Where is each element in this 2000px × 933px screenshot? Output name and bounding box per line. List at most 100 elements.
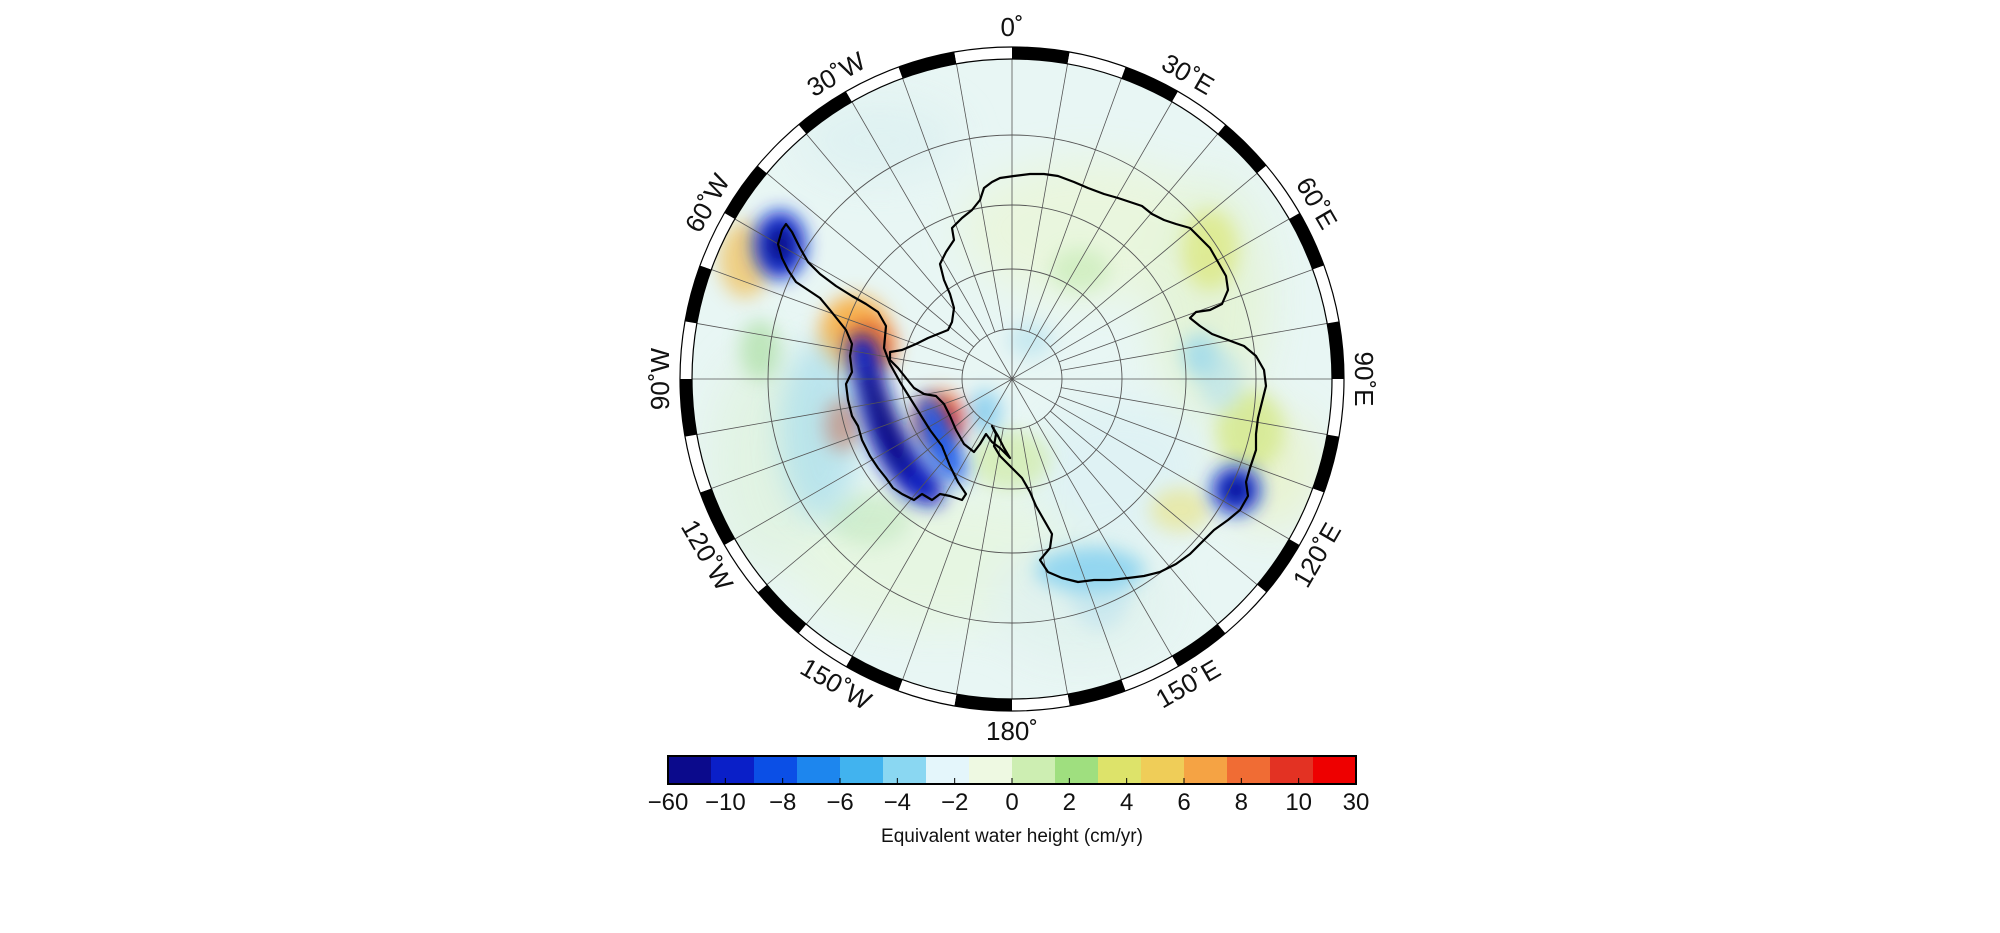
colorbar: −60 −10 −8 −6 −4 −2 0 2 4 6 8 10 30 Equivalent water… bbox=[648, 755, 1370, 847]
frame-tick bbox=[1327, 379, 1344, 437]
meridian-line bbox=[986, 378, 1013, 423]
meridian-line bbox=[1058, 269, 1313, 363]
frame-tick bbox=[898, 52, 957, 79]
meridian-line bbox=[806, 416, 981, 625]
longitude-label: 90˚W bbox=[645, 347, 675, 410]
meridian-line bbox=[1043, 416, 1218, 625]
colorbar-tick-label: 8 bbox=[1235, 789, 1248, 816]
meridian-line bbox=[711, 395, 966, 489]
meridian-line bbox=[1028, 425, 1122, 680]
meridian-line bbox=[1043, 133, 1218, 342]
colorbar-tick-label: −6 bbox=[826, 789, 853, 816]
colorbar-tick-label: −60 bbox=[648, 789, 689, 816]
frame-tick bbox=[724, 539, 767, 593]
meridian-line bbox=[1020, 428, 1068, 695]
colorbar-swatch bbox=[1184, 756, 1228, 784]
latitude-circle bbox=[767, 134, 1257, 624]
meridian-line bbox=[1011, 353, 1056, 380]
meridian-line bbox=[1011, 335, 1038, 380]
frame-tick bbox=[846, 67, 903, 102]
meridian-line bbox=[1061, 387, 1328, 435]
frame-tick bbox=[1257, 165, 1300, 219]
frame-inner-border bbox=[691, 58, 1333, 700]
colorbar-swatch bbox=[1141, 756, 1185, 784]
frame-tick bbox=[700, 488, 735, 545]
frame-tick bbox=[1289, 488, 1324, 545]
colorbar-tick-label: 6 bbox=[1177, 789, 1190, 816]
meridian-line bbox=[956, 428, 1004, 695]
frame-tick bbox=[798, 91, 852, 134]
meridian-line bbox=[902, 78, 996, 333]
colorbar-swatch bbox=[754, 756, 798, 784]
meridian-line bbox=[734, 403, 969, 540]
meridian-line bbox=[806, 133, 981, 342]
colorbar-tick-label: −10 bbox=[705, 789, 746, 816]
frame-tick bbox=[1172, 91, 1226, 134]
antarctica-coastline bbox=[776, 222, 968, 502]
antarctica-coastline-east bbox=[888, 172, 1268, 584]
frame-tick bbox=[954, 694, 1012, 711]
frame-tick bbox=[1121, 656, 1178, 691]
colorbar-tick-labels: −60 −10 −8 −6 −4 −2 0 2 4 6 8 10 30 bbox=[648, 778, 1370, 816]
colorbar-swatch bbox=[1055, 756, 1099, 784]
frame-tick bbox=[1067, 679, 1126, 706]
frame-tick bbox=[757, 124, 807, 174]
meridian-line bbox=[1049, 410, 1258, 585]
colorbar-tick-label: 4 bbox=[1120, 789, 1133, 816]
colorbar-tick-label: −4 bbox=[884, 789, 911, 816]
meridian-line bbox=[968, 378, 1013, 405]
meridian-line bbox=[1020, 63, 1068, 330]
frame-tick bbox=[700, 213, 735, 270]
colorbar-swatch bbox=[1098, 756, 1142, 784]
colorbar-swatch bbox=[926, 756, 970, 784]
frame-tick bbox=[1012, 694, 1070, 711]
frame-tick bbox=[724, 165, 767, 219]
colorbar-swatch bbox=[668, 756, 712, 784]
colorbar-swatch bbox=[840, 756, 884, 784]
frame-tick bbox=[685, 265, 712, 324]
meridian-line bbox=[696, 323, 963, 371]
meridian-line bbox=[1036, 422, 1173, 657]
meridian-line bbox=[1058, 395, 1313, 489]
colorbar-swatch bbox=[969, 756, 1013, 784]
frame-tick bbox=[1312, 265, 1339, 324]
colorbar-swatch bbox=[1270, 756, 1314, 784]
colorbar-tick-label: 2 bbox=[1063, 789, 1076, 816]
meridian-line bbox=[902, 425, 996, 680]
frame-tick bbox=[1217, 124, 1267, 174]
meridian-line bbox=[851, 422, 988, 657]
colorbar-title: Equivalent water height (cm/yr) bbox=[881, 826, 1143, 847]
meridian-line bbox=[1055, 403, 1290, 540]
frame-tick bbox=[1289, 213, 1324, 270]
frame-tick bbox=[954, 47, 1012, 64]
colorbar-swatches bbox=[668, 756, 1357, 784]
frame-tick bbox=[680, 379, 697, 437]
colorbar-swatch bbox=[797, 756, 841, 784]
meridian-line bbox=[1049, 173, 1258, 348]
frame-outer-border bbox=[679, 46, 1345, 712]
colorbar-tick-label: 30 bbox=[1343, 789, 1370, 816]
colorbar-swatch bbox=[1313, 756, 1357, 784]
colorbar-tick-label: −8 bbox=[769, 789, 796, 816]
latitude-circle bbox=[961, 328, 1063, 430]
colorbar-swatch bbox=[1012, 756, 1056, 784]
meridian-line bbox=[696, 387, 963, 435]
frame-tick bbox=[1067, 52, 1126, 79]
frame-tick bbox=[1012, 47, 1070, 64]
frame-tick bbox=[1327, 321, 1344, 379]
meridian-line bbox=[851, 101, 988, 336]
colorbar-swatch bbox=[711, 756, 755, 784]
colorbar-tick-label: 0 bbox=[1005, 789, 1018, 816]
colorbar-swatch bbox=[883, 756, 927, 784]
longitude-label: 0˚ bbox=[1000, 12, 1023, 42]
latitude-circle bbox=[837, 204, 1187, 554]
map-frame bbox=[679, 46, 1345, 712]
meridian-line bbox=[968, 353, 1013, 380]
longitude-label: 180˚ bbox=[986, 716, 1038, 746]
meridian-line bbox=[956, 63, 1004, 330]
meridian-line bbox=[1028, 78, 1122, 333]
meridian-line bbox=[1061, 323, 1328, 371]
frame-tick bbox=[1312, 434, 1339, 493]
longitude-label: 90˚E bbox=[1349, 352, 1379, 407]
